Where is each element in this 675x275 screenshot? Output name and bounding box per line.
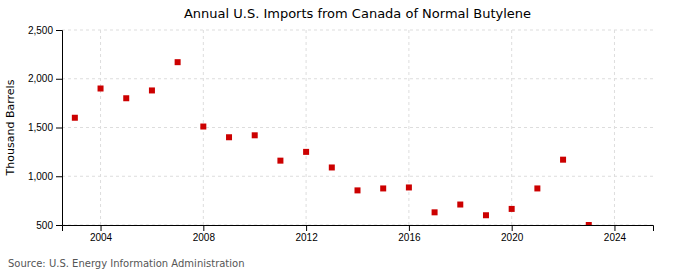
point (329, 164, 335, 170)
grid-line (62, 30, 653, 31)
point (226, 134, 232, 140)
point (123, 95, 129, 101)
point (175, 59, 181, 65)
axis-line (56, 31, 63, 226)
point (457, 202, 463, 208)
tick-label: 2008 (193, 232, 216, 243)
grid-line (408, 30, 409, 225)
tick-mark (409, 225, 410, 231)
title: Annual U.S. Imports from Canada of Norma… (184, 6, 531, 21)
tick: 2012 (295, 225, 318, 243)
annotation: Source: U.S. Energy Information Administ… (8, 258, 245, 269)
point (560, 157, 566, 163)
points (72, 59, 592, 225)
tick: 1,000 (28, 171, 62, 182)
tick: 2020 (501, 225, 524, 243)
point (200, 124, 206, 130)
point (98, 86, 104, 92)
tick-mark (56, 128, 62, 129)
grid-line (100, 30, 101, 225)
grid-line (306, 30, 307, 225)
chart: 2004 2008 2012 2016 2020 2024 500 1,000 1,500 2,0… (0, 0, 675, 275)
tick-label: 2016 (398, 232, 421, 243)
tick-label: 2,000 (28, 73, 53, 84)
y-axis-label: Thousand Barrels (4, 79, 17, 176)
tick-mark (306, 225, 307, 231)
plot-area: 2004 2008 2012 2016 2020 2024 500 1,000 1,500 2,0… (28, 25, 654, 243)
point (380, 185, 386, 191)
tick-label: 1,500 (28, 122, 53, 133)
grid-line (62, 176, 653, 177)
axis-line (63, 226, 654, 232)
point (406, 184, 412, 190)
tick: 2,000 (28, 73, 62, 84)
x-axis: 2004 2008 2012 2016 2020 2024 (63, 225, 654, 243)
tick-label: 500 (36, 220, 53, 231)
tick-mark (56, 30, 62, 31)
tick-label: 2004 (90, 232, 113, 243)
point (252, 132, 258, 138)
grid-line (511, 30, 512, 225)
point (355, 187, 361, 193)
tick: 1,500 (28, 122, 62, 133)
point (509, 206, 515, 212)
point (483, 212, 489, 218)
point (586, 222, 592, 225)
point (303, 149, 309, 155)
tick-mark (56, 79, 62, 80)
tick-label: 2024 (604, 232, 627, 243)
grid-line (62, 127, 653, 128)
tick: 2016 (398, 225, 421, 243)
y-axis: 500 1,000 1,500 2,000 2,500 (28, 25, 63, 231)
tick-mark (56, 225, 62, 226)
tick: 2024 (604, 225, 627, 243)
grid (62, 30, 653, 225)
tick-label: 2,500 (28, 25, 53, 36)
grid-line (614, 30, 615, 225)
tick-mark (512, 225, 513, 231)
tick: 500 (36, 220, 62, 231)
tick: 2008 (193, 225, 216, 243)
tick-label: 1,000 (28, 171, 53, 182)
point (432, 209, 438, 215)
tick-label: 2020 (501, 232, 524, 243)
point (534, 185, 540, 191)
tick-label: 2012 (295, 232, 318, 243)
grid-line (62, 78, 653, 79)
point (277, 158, 283, 164)
tick-mark (56, 176, 62, 177)
tick-mark (203, 225, 204, 231)
tick: 2,500 (28, 25, 62, 36)
point (149, 87, 155, 93)
tick-mark (101, 225, 102, 231)
tick: 2004 (90, 225, 113, 243)
tick-mark (614, 225, 615, 231)
point (72, 115, 78, 121)
